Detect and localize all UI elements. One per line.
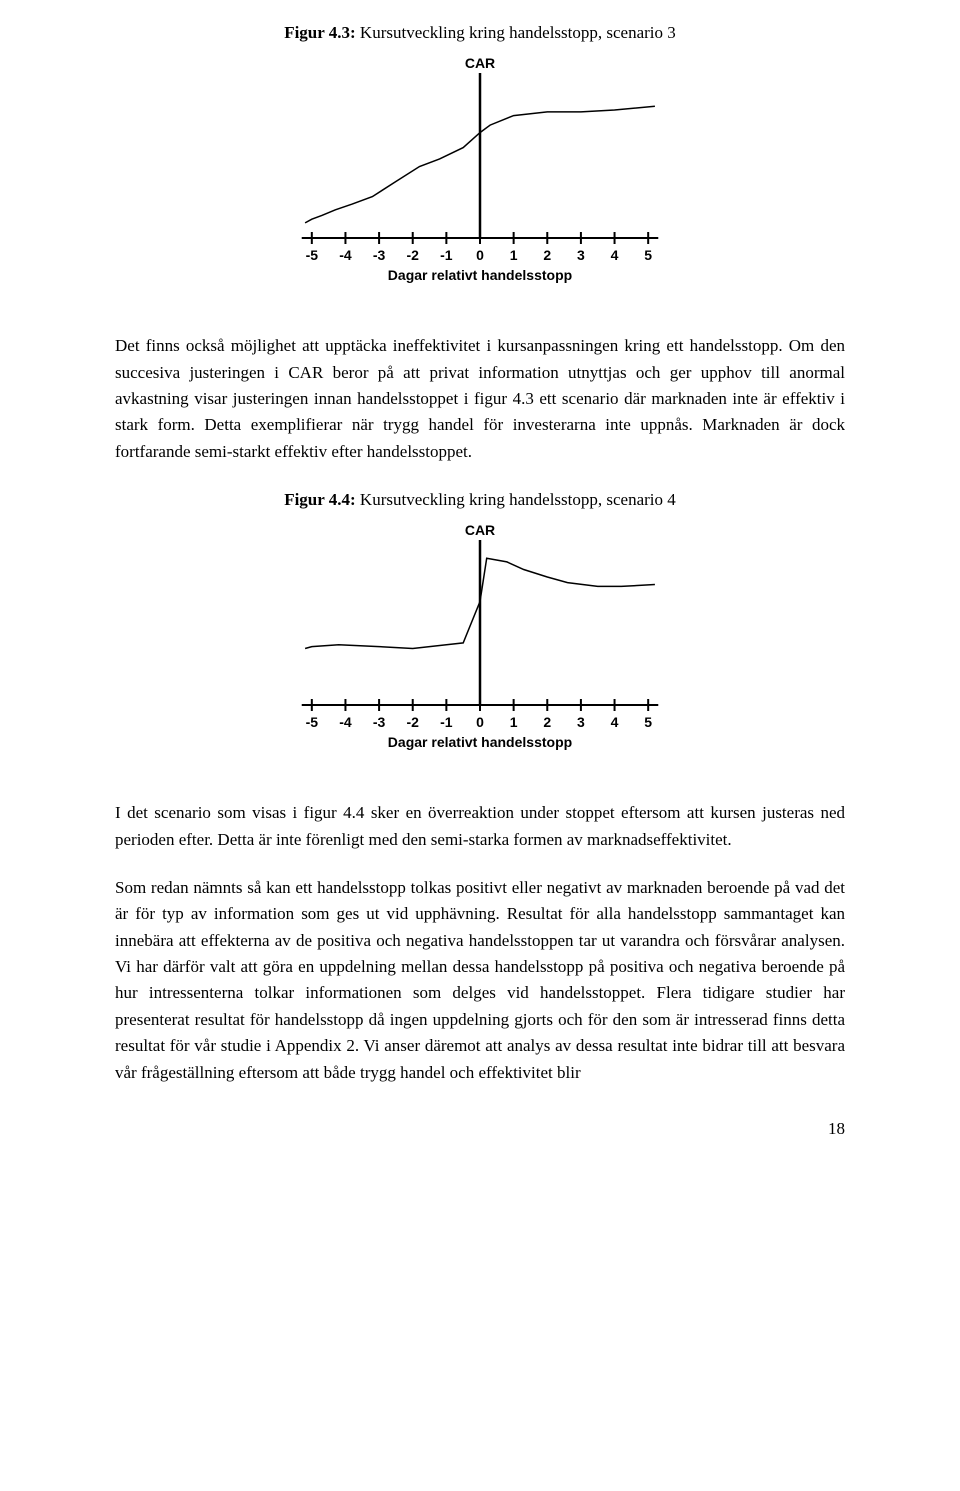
x-tick-label: -5 [306,714,319,730]
x-tick-label: -4 [339,714,352,730]
figure1-caption-bold: Figur 4.3: [284,23,355,42]
figure2-caption-bold: Figur 4.4: [284,490,355,509]
x-tick-label: -3 [373,714,386,730]
figure1-chart: CAR -5 -4 -3 -2 -1 0 1 2 3 4 5 Dagar relativt handel… [115,58,845,293]
x-tick-label: -2 [407,247,420,263]
x-tick-label: 5 [644,247,652,263]
x-tick-label: 2 [543,247,551,263]
x-tick-label: 3 [577,714,585,730]
x-tick-label: -3 [373,247,386,263]
paragraph-3: Som redan nämnts så kan ett handelsstopp… [115,875,845,1086]
x-tick-label: -1 [440,714,453,730]
x-tick-label: 3 [577,247,585,263]
x-tick-label: 1 [510,247,518,263]
figure1-caption: Figur 4.3: Kursutveckling kring handelss… [115,20,845,46]
x-tick-label: 1 [510,714,518,730]
x-tick-label: -4 [339,247,352,263]
x-axis-label: Dagar relativt handelsstopp [388,734,572,750]
figure2-caption-rest: Kursutveckling kring handelsstopp, scena… [356,490,676,509]
page-number: 18 [115,1116,845,1142]
chart-svg: CAR -5 -4 -3 -2 -1 0 1 2 3 4 5 Dagar relativt handel… [265,58,695,293]
figure1-caption-rest: Kursutveckling kring handelsstopp, scena… [356,23,676,42]
x-tick-label: -5 [306,247,319,263]
y-axis-label: CAR [465,58,495,71]
figure2-chart: CAR -5 -4 -3 -2 -1 0 1 2 3 4 5 Dagar relativt handel… [115,525,845,760]
x-axis-label: Dagar relativt handelsstopp [388,267,572,283]
figure2-caption: Figur 4.4: Kursutveckling kring handelss… [115,487,845,513]
x-tick-label: 2 [543,714,551,730]
y-axis-label: CAR [465,525,495,538]
x-tick-label: 0 [476,247,484,263]
paragraph-1: Det finns också möjlighet att upptäcka i… [115,333,845,465]
x-tick-label: -1 [440,247,453,263]
paragraph-2: I det scenario som visas i figur 4.4 ske… [115,800,845,853]
x-tick-label: 4 [611,247,619,263]
x-tick-label: -2 [407,714,420,730]
x-tick-label: 0 [476,714,484,730]
chart-svg: CAR -5 -4 -3 -2 -1 0 1 2 3 4 5 Dagar relativt handel… [265,525,695,760]
x-tick-label: 4 [611,714,619,730]
x-tick-label: 5 [644,714,652,730]
